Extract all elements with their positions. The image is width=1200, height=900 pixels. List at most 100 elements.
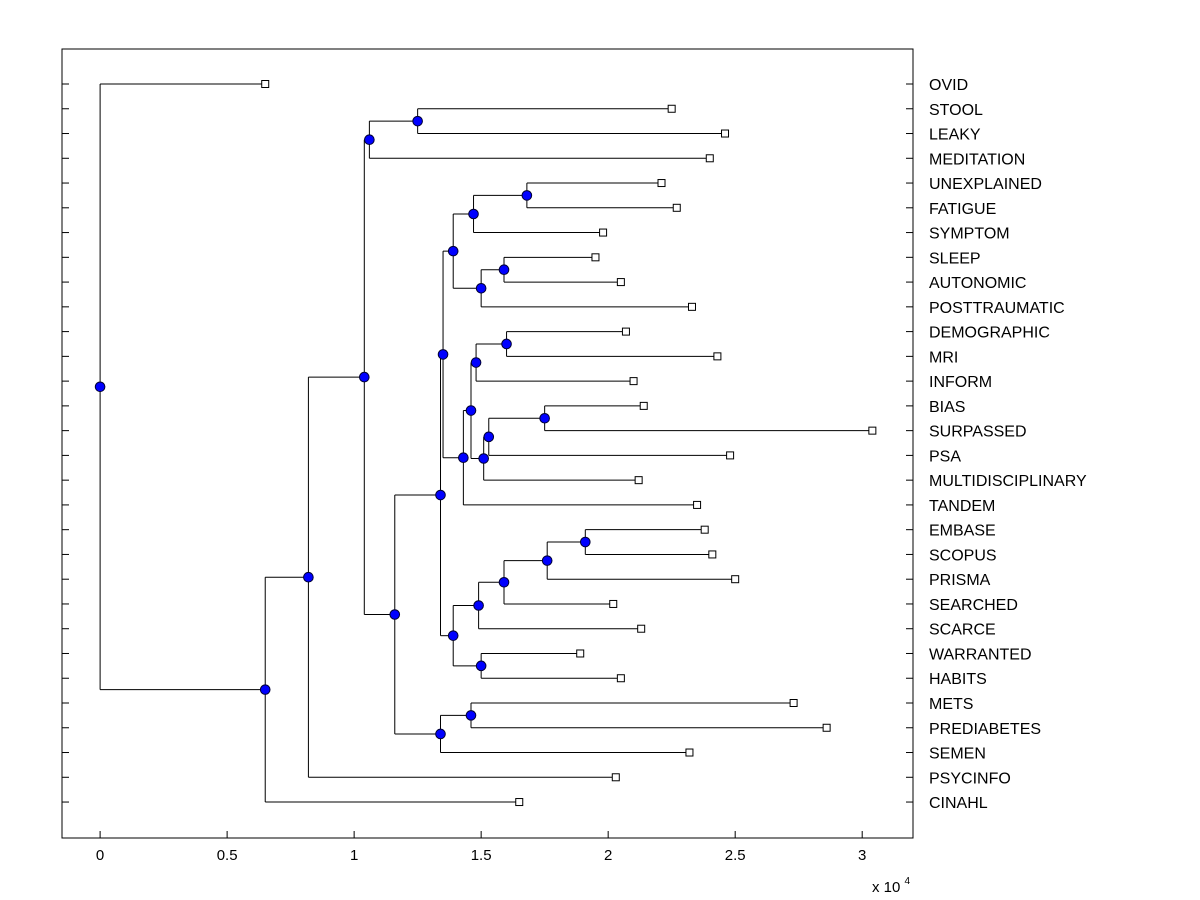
- leaf-label-meditation: MEDITATION: [929, 151, 1025, 168]
- x-tick-label: 1.5: [471, 847, 492, 864]
- merge-node-n12: [458, 452, 469, 464]
- x-tick-label: 2.5: [725, 847, 746, 864]
- merge-node-n13: [468, 208, 479, 220]
- leaf-label-unexplained: UNEXPLAINED: [929, 176, 1042, 193]
- merge-node-n19: [478, 453, 489, 464]
- leaf-label-fatigue: FATIGUE: [929, 201, 996, 218]
- leaf-label-prisma: PRISMA: [929, 572, 991, 589]
- merge-node-n25: [498, 576, 510, 588]
- merge-node-n7: [435, 489, 446, 501]
- leaf-label-psycinfo: PSYCINFO: [929, 770, 1011, 787]
- x-tick-label: 0: [96, 847, 104, 864]
- leaf-label-tandem: TANDEM: [929, 498, 995, 515]
- leaf-marker-autonomic: [616, 278, 625, 287]
- leaf-label-stool: STOOL: [929, 102, 983, 119]
- leaf-marker-inform: [629, 377, 638, 386]
- leaf-marker-psa: [726, 451, 735, 460]
- leaf-label-surpassed: SURPASSED: [929, 424, 1027, 441]
- leaf-marker-stool: [667, 104, 676, 113]
- merge-node-n27: [580, 536, 591, 548]
- leaf-labels: OVID STOOL LEAKY MEDITATION UNEXPLAINED FATIG…: [929, 77, 1087, 812]
- merge-node-n20: [501, 338, 512, 350]
- leaf-marker-scopus: [708, 550, 717, 559]
- leaf-label-ovid: OVID: [929, 77, 968, 94]
- merge-node-n3: [358, 371, 370, 383]
- merge-node-n26: [541, 555, 553, 566]
- leaf-marker-demographic: [621, 327, 630, 336]
- merge-node-n28: [465, 710, 477, 721]
- leaf-marker-mri: [713, 352, 722, 361]
- leaf-marker-psycinfo: [611, 773, 620, 782]
- x-multiplier-label: x 10 4: [872, 876, 911, 896]
- merge-node-n4: [364, 134, 375, 146]
- merge-node-n14: [475, 282, 487, 294]
- leaf-marker-tandem: [693, 500, 702, 509]
- merge-node-n2: [303, 571, 314, 583]
- leaf-marker-unexplained: [657, 179, 666, 188]
- x-tick-label: 1: [350, 847, 358, 864]
- leaf-label-searched: SEARCHED: [929, 597, 1018, 614]
- leaf-label-symptom: SYMPTOM: [929, 226, 1010, 243]
- leaf-label-psa: PSA: [929, 448, 961, 465]
- leaf-label-cinahl: CINAHL: [929, 795, 988, 812]
- leaf-label-prediabetes: PREDIABETES: [929, 721, 1041, 738]
- leaf-label-sleep: SLEEP: [929, 250, 981, 267]
- leaf-label-habits: HABITS: [929, 671, 987, 688]
- x-tick-label: 0.5: [217, 847, 238, 864]
- leaf-label-autonomic: AUTONOMIC: [929, 275, 1026, 292]
- leaf-marker-leaky: [721, 129, 730, 138]
- leaf-marker-posttraumatic: [687, 302, 696, 311]
- leaf-marker-fatigue: [672, 203, 681, 212]
- leaf-marker-prediabetes: [822, 723, 831, 732]
- leaf-label-mets: METS: [929, 696, 973, 713]
- leaf-marker-ovid: [261, 80, 270, 88]
- leaf-marker-scarce: [637, 624, 646, 633]
- merge-node-n11: [447, 245, 459, 257]
- plot-frame: [61, 48, 914, 839]
- merge-node-n6: [412, 115, 423, 127]
- x-axis-ticks: [99, 831, 863, 838]
- x-multiplier-base: x 10: [872, 879, 900, 896]
- leaf-marker-symptom: [599, 228, 608, 237]
- merge-node-n23: [473, 600, 484, 611]
- merge-node-n8: [435, 728, 446, 740]
- x-axis-tick-labels: 0 0.5 1 1.5 2 2.5 3: [96, 847, 866, 864]
- merge-node-n15: [521, 190, 533, 201]
- leaf-marker-prisma: [731, 575, 740, 584]
- merge-node-n18: [470, 357, 482, 368]
- leaf-label-leaky: LEAKY: [929, 127, 981, 144]
- x-tick-label: 3: [858, 847, 866, 864]
- leaf-marker-semen: [685, 748, 694, 757]
- merge-node-n16: [498, 264, 510, 276]
- merge-node-n1: [259, 684, 271, 695]
- leaf-label-semen: SEMEN: [929, 746, 986, 763]
- leaf-marker-bias: [639, 401, 648, 410]
- leaf-label-scarce: SCARCE: [929, 622, 996, 639]
- leaf-label-warranted: WARRANTED: [929, 646, 1032, 663]
- leaf-label-multidisciplinary: MULTIDISCIPLINARY: [929, 473, 1087, 490]
- leaf-marker-surpassed: [868, 426, 877, 435]
- leaf-label-scopus: SCOPUS: [929, 547, 997, 564]
- leaf-marker-searched: [609, 599, 618, 608]
- leaf-marker-habits: [616, 674, 625, 683]
- leaf-marker-sleep: [591, 253, 600, 262]
- x-tick-label: 2: [604, 847, 612, 864]
- x-multiplier-exponent: 4: [905, 876, 911, 887]
- leaf-ticks: [62, 83, 913, 803]
- merge-node-n24: [475, 660, 487, 672]
- merge-nodes: [94, 115, 591, 740]
- leaf-label-demographic: DEMOGRAPHIC: [929, 325, 1050, 342]
- merge-node-n22: [539, 412, 550, 424]
- leaf-markers: [261, 80, 877, 807]
- plot-background: [62, 49, 913, 838]
- leaf-marker-embase: [700, 525, 709, 534]
- leaf-label-embase: EMBASE: [929, 523, 996, 540]
- leaf-marker-multidisciplinary: [634, 476, 643, 485]
- merge-node-n9: [437, 349, 449, 360]
- leaf-label-bias: BIAS: [929, 399, 965, 416]
- leaf-marker-warranted: [576, 649, 585, 658]
- leaf-marker-cinahl: [515, 798, 524, 807]
- leaf-marker-mets: [789, 699, 798, 707]
- merge-node-n0: [94, 381, 106, 393]
